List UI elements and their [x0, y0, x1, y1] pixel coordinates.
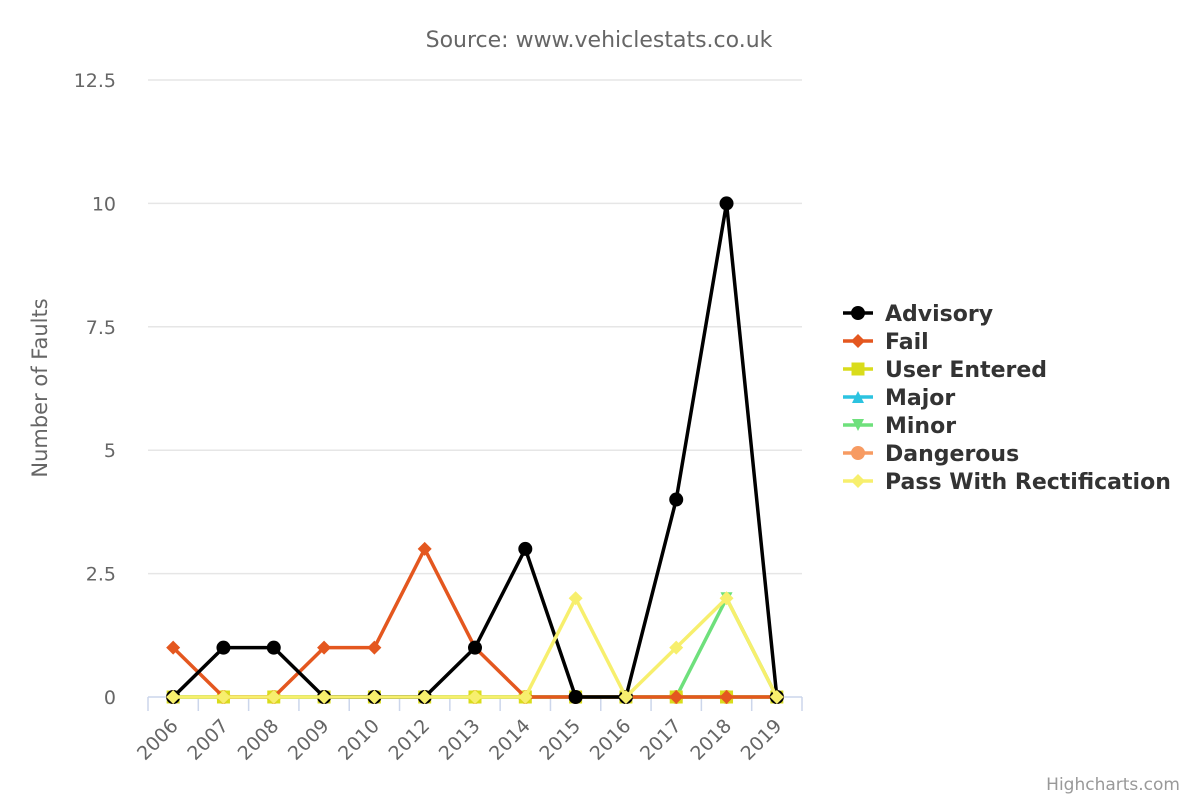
y-axis-label: Number of Faults — [28, 298, 52, 477]
legend-item-user-entered[interactable]: User Entered — [843, 358, 1047, 383]
x-tick-label: 2015 — [535, 715, 585, 765]
data-point — [719, 591, 734, 606]
data-point — [266, 640, 281, 655]
legend-item-advisory[interactable]: Advisory — [843, 302, 993, 327]
data-point — [216, 690, 231, 704]
legend-symbol — [852, 419, 864, 431]
data-point — [417, 541, 432, 556]
y-tick-label: 10 — [92, 193, 116, 215]
legend-label: Major — [885, 386, 955, 411]
y-tick-label: 2.5 — [86, 564, 116, 586]
data-point — [568, 690, 583, 704]
legend-item-minor[interactable]: Minor — [843, 414, 956, 439]
legend-symbol — [851, 306, 865, 320]
data-point — [166, 640, 181, 655]
data-point — [618, 690, 633, 704]
x-tick-label: 2010 — [334, 715, 384, 765]
y-tick-label: 7.5 — [86, 317, 116, 339]
data-point — [216, 640, 231, 655]
x-tick-label: 2006 — [133, 715, 183, 765]
data-point — [719, 690, 734, 704]
legend-symbol — [851, 474, 865, 488]
data-point — [518, 541, 533, 556]
data-point — [317, 640, 332, 655]
series-fail — [166, 541, 784, 704]
data-point — [669, 492, 684, 507]
y-axis-ticks: 0 2.5 5 7.5 10 12.5 — [74, 70, 116, 709]
data-point — [468, 690, 482, 704]
legend-label: Pass With Rectification — [885, 470, 1171, 495]
x-axis: 2006 2007 2008 2009 2010 2012 2013 2014 2015 2016… — [133, 696, 803, 765]
legend-item-pass-with-rectification[interactable]: Pass With Rectification — [843, 470, 1171, 495]
data-point — [769, 690, 784, 704]
x-tick-label: 2014 — [485, 715, 535, 765]
data-point — [417, 690, 432, 704]
y-tick-label: 0 — [104, 687, 116, 709]
data-point — [367, 640, 382, 655]
legend: Advisory Fail User Entered Major Minor Danger… — [843, 302, 1171, 495]
legend-symbol — [851, 334, 865, 348]
legend-label: User Entered — [885, 358, 1047, 383]
legend-symbol — [852, 391, 864, 403]
x-tick-label: 2018 — [686, 715, 736, 765]
x-tick-label: 2012 — [384, 715, 434, 765]
data-point — [367, 690, 382, 704]
legend-symbol — [851, 362, 865, 376]
legend-label: Advisory — [885, 302, 993, 327]
credits-link[interactable]: Highcharts.com — [1046, 775, 1180, 795]
data-point — [669, 640, 684, 655]
chart-subtitle: Source: www.vehiclestats.co.uk — [426, 28, 773, 53]
data-point — [669, 690, 684, 704]
x-tick-label: 2007 — [183, 715, 233, 765]
data-point — [518, 690, 533, 704]
legend-label: Fail — [885, 330, 929, 355]
grid-lines — [148, 79, 802, 575]
x-tick-label: 2017 — [636, 715, 686, 765]
data-point — [568, 591, 583, 606]
legend-item-major[interactable]: Major — [843, 386, 955, 411]
plot-series — [166, 196, 784, 704]
x-tick-label: 2016 — [586, 715, 636, 765]
data-point — [719, 196, 734, 211]
y-tick-label: 12.5 — [74, 70, 116, 92]
x-tick-label: 2019 — [737, 715, 787, 765]
legend-item-dangerous[interactable]: Dangerous — [843, 442, 1019, 467]
data-point — [166, 690, 181, 704]
series-pass-with-rectification — [166, 591, 784, 704]
x-tick-label: 2013 — [435, 715, 485, 765]
legend-item-fail[interactable]: Fail — [843, 330, 929, 355]
x-tick-label: 2008 — [234, 715, 284, 765]
legend-label: Dangerous — [885, 442, 1019, 467]
data-point — [317, 690, 332, 704]
legend-symbol — [851, 446, 865, 460]
legend-label: Minor — [885, 414, 956, 439]
x-tick-label: 2009 — [284, 715, 334, 765]
data-point — [266, 690, 281, 704]
y-tick-label: 5 — [104, 440, 116, 462]
data-point — [468, 640, 482, 655]
